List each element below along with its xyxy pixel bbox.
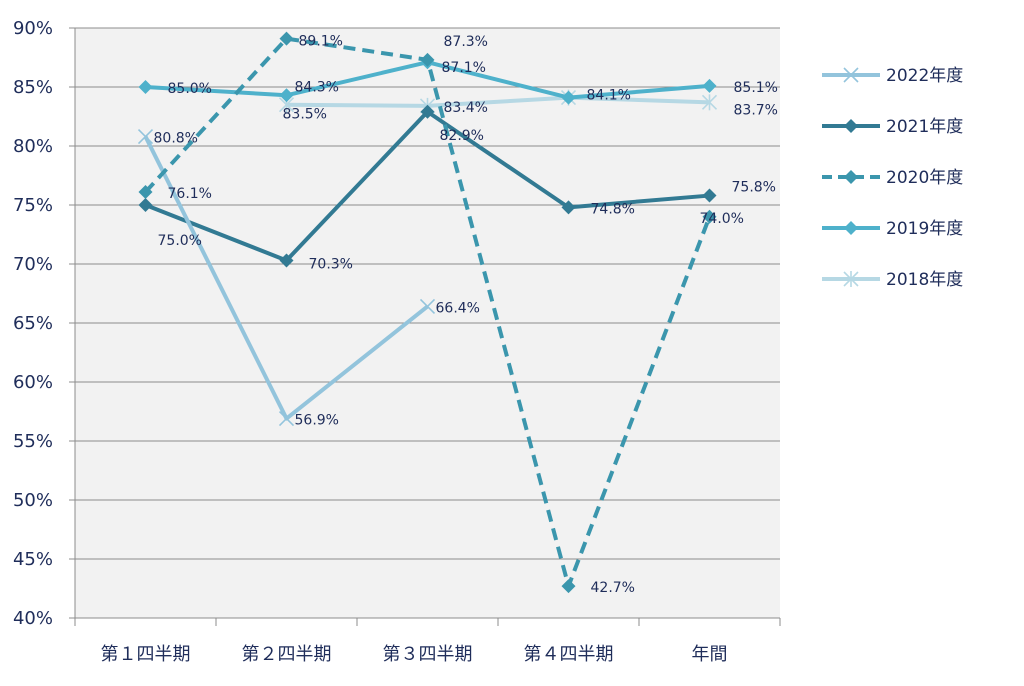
data-label: 76.1% (168, 186, 212, 202)
data-label: 85.1% (734, 80, 778, 96)
data-label: 89.1% (299, 34, 343, 50)
y-tick-label: 65% (13, 313, 53, 334)
legend-label: 2021年度 (886, 117, 963, 137)
x-tick-label: 年間 (692, 644, 728, 665)
data-label: 70.3% (309, 256, 353, 272)
legend-label: 2018年度 (886, 270, 963, 290)
data-point-diamond (702, 188, 717, 203)
data-point-star (701, 94, 718, 111)
legend-item: 2020年度 (822, 168, 963, 188)
data-label: 75.0% (158, 233, 202, 249)
y-tick-label: 90% (13, 18, 53, 39)
data-point-diamond (138, 80, 153, 94)
y-tick-label: 55% (13, 431, 53, 452)
legend-item: 2021年度 (822, 117, 963, 137)
data-point-diamond (138, 185, 153, 200)
data-label: 74.8% (591, 201, 635, 217)
y-tick-label: 40% (13, 608, 53, 629)
x-tick-label: 第４四半期 (524, 644, 614, 665)
legend-item: 2018年度 (822, 270, 963, 290)
legend-label: 2020年度 (886, 168, 963, 188)
legend-item: 2019年度 (822, 219, 963, 239)
marker-stroke (137, 128, 154, 145)
data-point-diamond (844, 221, 858, 235)
series-2020年度 (138, 31, 717, 594)
data-point-diamond (561, 200, 576, 215)
data-point-diamond (844, 119, 858, 133)
series-line (286, 95, 710, 108)
data-point-x (419, 298, 436, 315)
data-label: 84.1% (587, 88, 631, 104)
y-axis-tick-labels: 90% 85% 80% 75% 70% 65% 60% 55% 50% 45% 40% (13, 18, 53, 629)
data-label: 85.0% (168, 81, 212, 97)
marker-stroke (278, 411, 295, 427)
data-point-star (843, 271, 859, 287)
y-tick-label: 60% (13, 372, 53, 393)
data-label: 83.4% (444, 100, 488, 116)
gridlines (69, 27, 781, 626)
data-label: 66.4% (436, 300, 480, 316)
data-label: 83.5% (283, 107, 327, 123)
data-point-x (137, 128, 154, 145)
series-2021年度 (138, 104, 717, 268)
data-label: 83.7% (734, 102, 778, 118)
legend-label: 2022年度 (886, 66, 963, 86)
data-label: 87.3% (444, 34, 488, 50)
y-tick-label: 80% (13, 136, 53, 157)
x-tick-label: 第２四半期 (242, 644, 332, 665)
data-point-diamond (279, 88, 294, 103)
data-point-diamond (420, 104, 435, 119)
data-point-diamond (420, 52, 435, 67)
legend-item: 2022年度 (822, 66, 963, 86)
data-point-diamond (279, 253, 294, 268)
data-label: 56.9% (295, 413, 339, 429)
x-tick-label: 第１四半期 (101, 644, 191, 665)
data-label: 74.0% (700, 211, 744, 227)
y-tick-label: 70% (13, 254, 53, 275)
data-point-diamond (138, 198, 153, 212)
y-tick-label: 45% (13, 549, 53, 570)
y-tick-label: 50% (13, 490, 53, 511)
data-point-diamond (844, 170, 858, 184)
data-label: 82.9% (440, 128, 484, 144)
data-point-diamond (702, 209, 717, 224)
data-label: 42.7% (591, 580, 635, 596)
x-tick-label: 第３四半期 (383, 644, 473, 665)
marker-stroke (843, 67, 859, 83)
data-point-diamond (279, 31, 294, 46)
data-point-diamond (561, 579, 576, 594)
data-point-diamond (561, 90, 576, 105)
data-label: 84.3% (295, 79, 339, 95)
legend-label: 2019年度 (886, 219, 963, 239)
data-label: 80.8% (154, 131, 198, 147)
data-label: 75.8% (732, 180, 776, 196)
data-point-x (278, 411, 295, 427)
data-labels: 80.8% 56.9% 66.4% 75.0% 70.3% 82.9% 74.8% 75.8%… (154, 34, 778, 597)
x-axis-tick-labels: 第１四半期 第２四半期 第３四半期 第４四半期 年間 (101, 644, 728, 665)
data-label: 87.1% (442, 60, 486, 76)
data-point-diamond (702, 78, 717, 93)
y-tick-label: 85% (13, 77, 53, 98)
data-point-x (843, 67, 859, 83)
marker-stroke (419, 298, 436, 315)
legend: 2022年度 2021年度 2020年度 2019年度 2018年度 (822, 66, 963, 290)
series-lines (137, 31, 718, 594)
series-2022年度 (137, 128, 436, 427)
y-tick-label: 75% (13, 195, 53, 216)
